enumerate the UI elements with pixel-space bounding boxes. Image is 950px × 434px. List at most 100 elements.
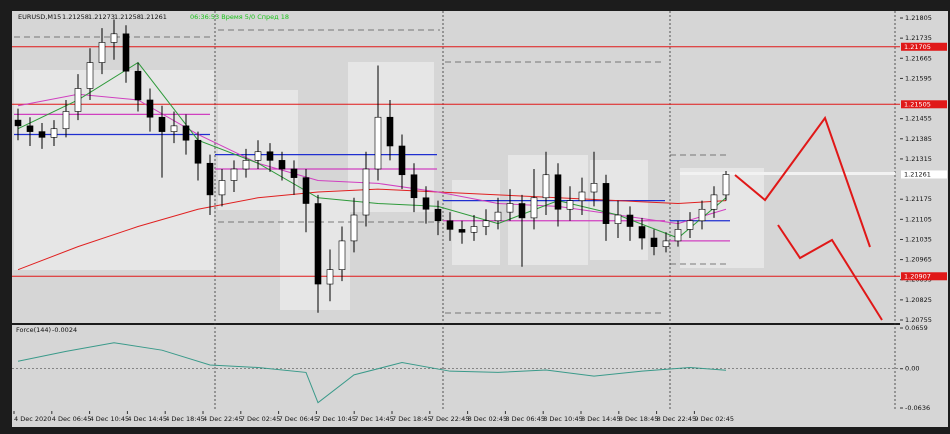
candle-body <box>674 229 682 242</box>
x-tick-label: 8 Dec 02:45 <box>468 415 508 423</box>
y-tick-label: 1.21665 <box>905 54 932 62</box>
candle-body <box>38 131 46 138</box>
price-tag <box>901 100 947 109</box>
x-tick-label: 7 Dec 06:45 <box>279 415 319 423</box>
x-tick-label: 4 Dec 14:45 <box>127 415 167 423</box>
forecast-lines <box>734 115 883 321</box>
indicator-panel <box>12 325 900 411</box>
y-tick-label: 1.21035 <box>905 235 932 243</box>
status: 06:36:53 Время 5/0 Спред 18 <box>190 13 289 21</box>
y-tick-label: 1.20825 <box>905 296 932 304</box>
x-tick-label: 8 Dec 10:45 <box>543 415 583 423</box>
candle-body <box>638 226 646 239</box>
x-tick-label: 8 Dec 06:45 <box>505 415 545 423</box>
y-tick-label: 1.21385 <box>905 135 932 143</box>
candle-body <box>698 208 706 222</box>
candle-body <box>482 220 490 227</box>
dashed-levels <box>14 29 730 314</box>
candle-body <box>590 183 598 193</box>
candle-body <box>446 220 454 230</box>
time-scale <box>12 411 948 427</box>
candle-body <box>614 214 622 224</box>
y-tick-label: 1.20755 <box>905 316 932 324</box>
candle-body <box>86 62 94 89</box>
candle-body <box>218 180 226 196</box>
candle-body <box>242 160 250 170</box>
candle-body <box>14 119 22 127</box>
x-tick-label: 7 Dec 10:45 <box>316 415 356 423</box>
candle-body <box>230 168 238 181</box>
price-tag-label: 1.21705 <box>904 43 931 51</box>
y-tick-label: 1.21805 <box>905 14 932 22</box>
x-tick-label: 4 Dec 22:45 <box>203 415 243 423</box>
candle-body <box>566 200 574 210</box>
candle-body <box>506 203 514 213</box>
candle-body <box>110 33 118 43</box>
x-tick-label: 4 Dec 18:45 <box>165 415 205 423</box>
candle-body <box>422 197 430 210</box>
candle-body <box>146 99 154 118</box>
y-tick-label: 1.21455 <box>905 115 932 123</box>
force-line <box>17 342 727 404</box>
quote-low: 1.21258 <box>114 13 141 21</box>
quote-open: 1.21258 <box>62 13 89 21</box>
candle-body <box>386 116 394 147</box>
candle-body <box>326 269 334 285</box>
candle-body <box>650 237 658 247</box>
candle-body <box>578 191 586 201</box>
candle-body <box>710 194 718 210</box>
candle-body <box>518 203 526 219</box>
candle-body <box>314 203 322 285</box>
candle-body <box>350 214 358 242</box>
y-tick-label: 1.21315 <box>905 155 932 163</box>
x-tick-label: 4 Dec 10:45 <box>90 415 130 423</box>
y-tick-label: 1.21105 <box>905 215 932 223</box>
candle-body <box>74 88 82 112</box>
candle-body <box>206 162 214 196</box>
x-tick-label: 4 Dec 06:45 <box>52 415 92 423</box>
candle-body <box>98 42 106 63</box>
candle-body <box>374 116 382 170</box>
candle-body <box>254 151 262 161</box>
candle-body <box>338 240 346 270</box>
candle-body <box>290 168 298 178</box>
y-tick-label: 1.21175 <box>905 195 932 203</box>
y-tick-label: 1.21595 <box>905 74 932 82</box>
candle-body <box>494 211 502 222</box>
price-scale <box>900 11 948 411</box>
candle-body <box>626 214 634 227</box>
candle-body <box>170 125 178 132</box>
indicator-value: -0.0024 <box>52 326 77 334</box>
candle-body <box>122 33 130 72</box>
candle-body <box>50 128 58 138</box>
indicator-tick-label: -0.0636 <box>905 404 930 412</box>
candle-body <box>542 174 550 199</box>
price-tag-label: 1.21505 <box>904 100 931 108</box>
quote-close: 1.21261 <box>140 13 167 21</box>
x-tick-label: 8 Dec 14:45 <box>581 415 621 423</box>
candle-body <box>194 139 202 164</box>
x-tick-label: 4 Dec 2020 <box>14 415 51 423</box>
candle-body <box>458 229 466 233</box>
x-tick-label: 9 Dec 02:45 <box>694 415 734 423</box>
y-tick-label: 1.21735 <box>905 34 932 42</box>
x-tick-label: 7 Dec 22:45 <box>430 415 470 423</box>
candle-body <box>362 168 370 216</box>
candle-body <box>410 174 418 199</box>
price-tag-label: 1.20907 <box>904 272 931 280</box>
indicator-tick-label: 0.0659 <box>905 324 928 332</box>
candle-body <box>134 70 142 101</box>
bid-tag <box>901 170 947 179</box>
candle-body <box>662 240 670 247</box>
candle-body <box>602 183 610 224</box>
x-tick-label: 7 Dec 14:45 <box>354 415 394 423</box>
candle-body <box>470 226 478 233</box>
indicator-name: Force(144) <box>16 326 51 334</box>
price-tag <box>901 42 947 51</box>
symbol: EURUSD,M15 <box>18 13 61 21</box>
quote-high: 1.21273 <box>88 13 115 21</box>
bid-strip <box>680 172 895 175</box>
candle-body <box>62 111 70 130</box>
candle-body <box>302 177 310 204</box>
